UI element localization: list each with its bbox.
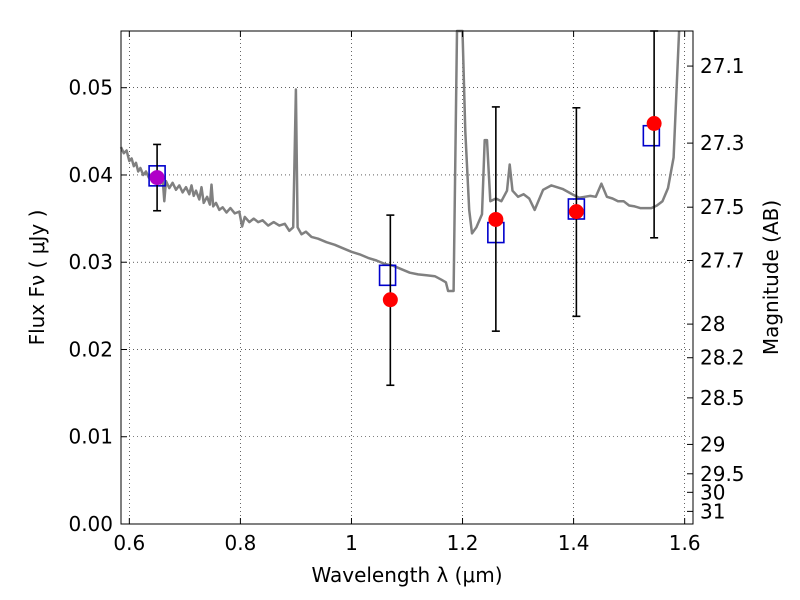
y2-tick-label: 29.5 (700, 462, 745, 486)
x-axis: 0.6 0.8 1 1.2 1.4 1.6 (113, 31, 701, 555)
x-tick-label: 1.4 (558, 531, 590, 555)
model-photometry-point (378, 264, 397, 287)
x-axis-title: Wavelength λ (μm) (311, 563, 502, 587)
plot-frame (120, 30, 694, 525)
y2-tick-label: 30 (700, 480, 725, 504)
y2-axis-title: Magnitude (AB) (759, 200, 783, 355)
x-tick-label: 1 (345, 531, 358, 555)
x-tick-label: 1.6 (669, 531, 701, 555)
y2-tick-label: 28 (700, 312, 725, 336)
y2-tick-label: 27.7 (700, 248, 745, 272)
x-tick-label: 1.2 (447, 531, 479, 555)
model-photometry-series (148, 124, 661, 287)
y-tick-label: 0.02 (68, 337, 113, 361)
y-tick-label: 0.05 (68, 76, 113, 100)
observed-photometry-point (149, 170, 165, 186)
x-tick-label: 0.8 (224, 531, 256, 555)
y-tick-label: 0.01 (68, 425, 113, 449)
observed-photometry-point (382, 292, 398, 308)
y2-tick-label: 27.3 (700, 131, 745, 155)
spectrum-line (119, 29, 681, 293)
y2-tick-label: 27.1 (700, 54, 745, 78)
x-tick-label: 0.6 (113, 531, 145, 555)
y2-tick-label: 29 (700, 432, 725, 456)
y-tick-label: 0.00 (68, 512, 113, 536)
y2-tick-label: 28.5 (700, 386, 745, 410)
observed-photometry-series (149, 115, 662, 308)
y-axis-left: 0.00 0.01 0.02 0.03 0.04 0.05 (68, 76, 127, 536)
model-spectrum-series (119, 29, 681, 293)
y2-tick-label: 28.2 (700, 346, 745, 370)
grid (121, 31, 693, 525)
y-tick-label: 0.03 (68, 250, 113, 274)
observed-photometry-point (568, 204, 584, 220)
y-tick-label: 0.04 (68, 163, 113, 187)
y-axis-title: Flux Fν ( μJy ) (25, 210, 49, 346)
observed-photometry-point (488, 211, 504, 227)
y2-tick-label: 27.5 (700, 195, 745, 219)
y2-tick-label: 31 (700, 499, 725, 523)
observed-photometry-point (646, 115, 662, 131)
